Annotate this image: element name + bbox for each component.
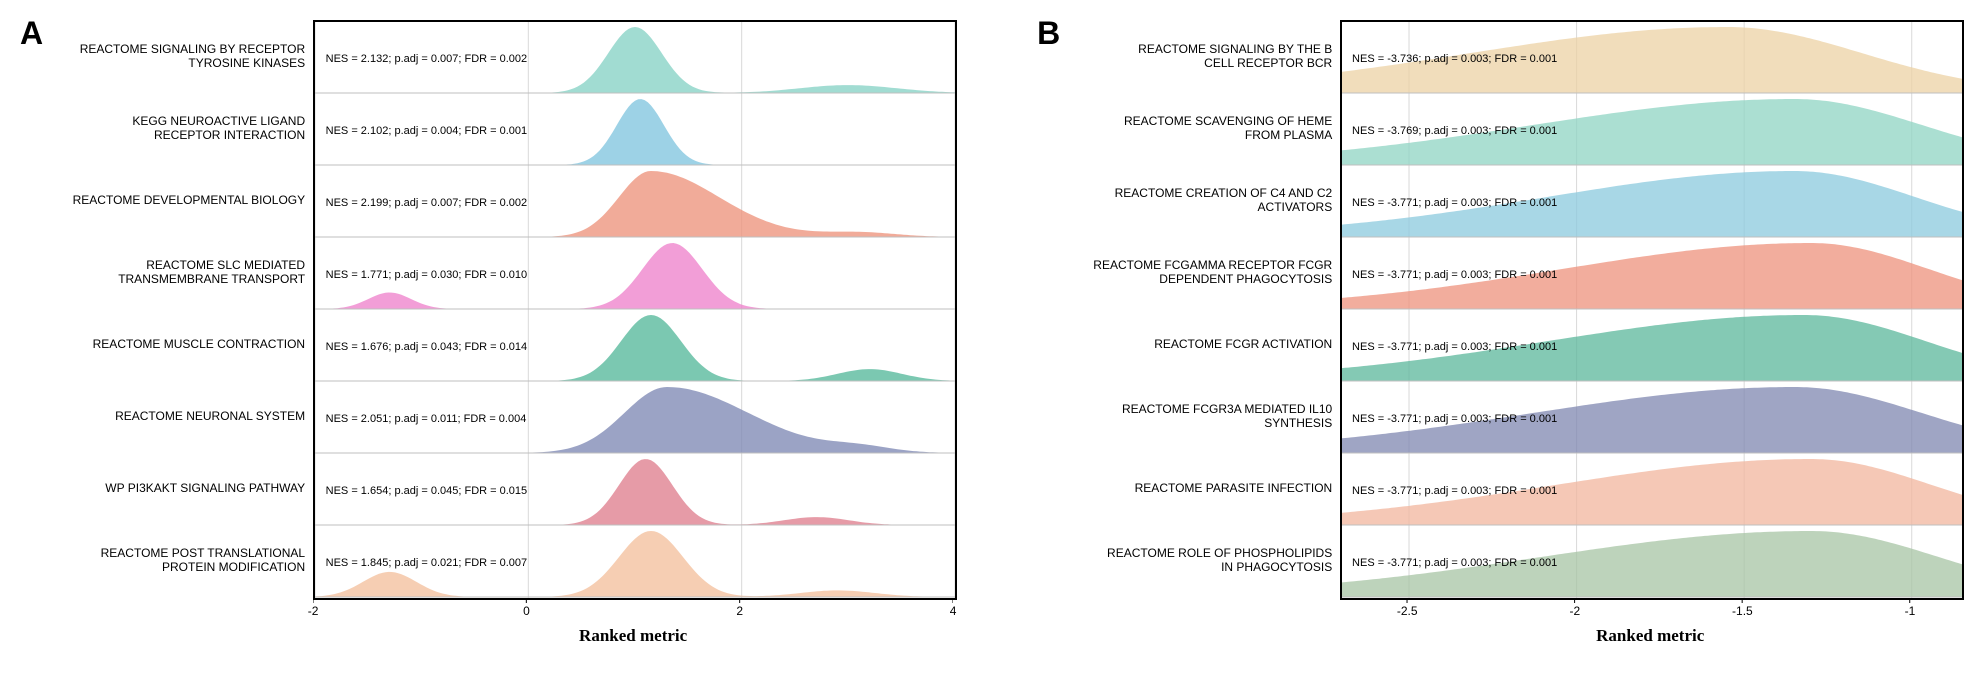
ridge-row: NES = 1.676; p.adj = 0.043; FDR = 0.014 bbox=[315, 310, 955, 382]
x-tick-label: 4 bbox=[950, 604, 957, 618]
ridge-row: NES = 2.132; p.adj = 0.007; FDR = 0.002 bbox=[315, 22, 955, 94]
ridge-row: NES = 2.199; p.adj = 0.007; FDR = 0.002 bbox=[315, 166, 955, 238]
pathway-label: WP PI3KAKT SIGNALING PATHWAY bbox=[53, 452, 313, 524]
pathway-label: REACTOME NEURONAL SYSTEM bbox=[53, 380, 313, 452]
stat-annotation: NES = 2.132; p.adj = 0.007; FDR = 0.002 bbox=[326, 53, 528, 65]
pathway-label: KEGG NEUROACTIVE LIGANDRECEPTOR INTERACT… bbox=[53, 92, 313, 164]
x-axis-title: Ranked metric bbox=[1340, 626, 1960, 646]
panel-letter: A bbox=[20, 15, 43, 52]
x-tick-label: -2 bbox=[308, 604, 319, 618]
pathway-label: REACTOME DEVELOPMENTAL BIOLOGY bbox=[53, 164, 313, 236]
stat-annotation: NES = -3.771; p.adj = 0.003; FDR = 0.001 bbox=[1352, 341, 1557, 353]
x-axis: -2024 bbox=[313, 600, 953, 622]
stat-annotation: NES = -3.771; p.adj = 0.003; FDR = 0.001 bbox=[1352, 269, 1557, 281]
stat-annotation: NES = -3.736; p.adj = 0.003; FDR = 0.001 bbox=[1352, 53, 1557, 65]
pathway-label: REACTOME FCGAMMA RECEPTOR FCGRDEPENDENT … bbox=[1070, 236, 1340, 308]
ridge-row: NES = -3.771; p.adj = 0.003; FDR = 0.001 bbox=[1342, 526, 1962, 598]
x-axis: -2.5 -2 -1.5 -1 bbox=[1340, 600, 1960, 622]
pathway-label: REACTOME MUSCLE CONTRACTION bbox=[53, 308, 313, 380]
pathway-label: REACTOME FCGR ACTIVATION bbox=[1070, 308, 1340, 380]
x-tick-label: -2 bbox=[1569, 604, 1580, 618]
x-tick-label: 0 bbox=[523, 604, 530, 618]
ridge-row: NES = 1.771; p.adj = 0.030; FDR = 0.010 bbox=[315, 238, 955, 310]
x-tick-label: -1.5 bbox=[1732, 604, 1753, 618]
pathway-label: REACTOME PARASITE INFECTION bbox=[1070, 452, 1340, 524]
pathway-label: REACTOME FCGR3A MEDIATED IL10SYNTHESIS bbox=[1070, 380, 1340, 452]
x-tick-label: -1 bbox=[1905, 604, 1916, 618]
ridge-row: NES = -3.771; p.adj = 0.003; FDR = 0.001 bbox=[1342, 382, 1962, 454]
pathway-label: REACTOME ROLE OF PHOSPHOLIPIDSIN PHAGOCY… bbox=[1070, 524, 1340, 596]
ridge-row: NES = 2.102; p.adj = 0.004; FDR = 0.001 bbox=[315, 94, 955, 166]
ridge-row: NES = -3.771; p.adj = 0.003; FDR = 0.001 bbox=[1342, 310, 1962, 382]
ridgeline-plot: NES = -3.736; p.adj = 0.003; FDR = 0.001… bbox=[1340, 20, 1964, 600]
ridge-row: NES = 1.845; p.adj = 0.021; FDR = 0.007 bbox=[315, 526, 955, 598]
x-tick-label: -2.5 bbox=[1397, 604, 1418, 618]
pathway-label: REACTOME CREATION OF C4 AND C2ACTIVATORS bbox=[1070, 164, 1340, 236]
pathway-label: REACTOME SLC MEDIATEDTRANSMEMBRANE TRANS… bbox=[53, 236, 313, 308]
stat-annotation: NES = 2.199; p.adj = 0.007; FDR = 0.002 bbox=[326, 197, 528, 209]
stat-annotation: NES = 1.845; p.adj = 0.021; FDR = 0.007 bbox=[326, 557, 528, 569]
panel-letter: B bbox=[1037, 15, 1060, 52]
ridgeline-plot: NES = 2.132; p.adj = 0.007; FDR = 0.002 N… bbox=[313, 20, 957, 600]
stat-annotation: NES = 2.102; p.adj = 0.004; FDR = 0.001 bbox=[326, 125, 528, 137]
pathway-label: REACTOME SIGNALING BY THE BCELL RECEPTOR… bbox=[1070, 20, 1340, 92]
stat-annotation: NES = 1.654; p.adj = 0.045; FDR = 0.015 bbox=[326, 485, 528, 497]
stat-annotation: NES = 2.051; p.adj = 0.011; FDR = 0.004 bbox=[326, 413, 527, 425]
stat-annotation: NES = 1.771; p.adj = 0.030; FDR = 0.010 bbox=[326, 269, 528, 281]
panel-B: BREACTOME SIGNALING BY THE BCELL RECEPTO… bbox=[1037, 20, 1964, 646]
pathway-label: REACTOME SCAVENGING OF HEMEFROM PLASMA bbox=[1070, 92, 1340, 164]
ridge-row: NES = 2.051; p.adj = 0.011; FDR = 0.004 bbox=[315, 382, 955, 454]
stat-annotation: NES = -3.769; p.adj = 0.003; FDR = 0.001 bbox=[1352, 125, 1557, 137]
stat-annotation: NES = -3.771; p.adj = 0.003; FDR = 0.001 bbox=[1352, 557, 1557, 569]
ridge-row: NES = 1.654; p.adj = 0.045; FDR = 0.015 bbox=[315, 454, 955, 526]
ridge-row: NES = -3.771; p.adj = 0.003; FDR = 0.001 bbox=[1342, 454, 1962, 526]
stat-annotation: NES = 1.676; p.adj = 0.043; FDR = 0.014 bbox=[326, 341, 528, 353]
ridge-row: NES = -3.736; p.adj = 0.003; FDR = 0.001 bbox=[1342, 22, 1962, 94]
figure-container: AREACTOME SIGNALING BY RECEPTORTYROSINE … bbox=[20, 20, 1964, 646]
pathway-label: REACTOME POST TRANSLATIONALPROTEIN MODIF… bbox=[53, 524, 313, 596]
ridge-row: NES = -3.771; p.adj = 0.003; FDR = 0.001 bbox=[1342, 238, 1962, 310]
ridge-row: NES = -3.771; p.adj = 0.003; FDR = 0.001 bbox=[1342, 166, 1962, 238]
stat-annotation: NES = -3.771; p.adj = 0.003; FDR = 0.001 bbox=[1352, 197, 1557, 209]
stat-annotation: NES = -3.771; p.adj = 0.003; FDR = 0.001 bbox=[1352, 485, 1557, 497]
x-axis-title: Ranked metric bbox=[313, 626, 953, 646]
x-tick-label: 2 bbox=[736, 604, 743, 618]
panel-A: AREACTOME SIGNALING BY RECEPTORTYROSINE … bbox=[20, 20, 957, 646]
stat-annotation: NES = -3.771; p.adj = 0.003; FDR = 0.001 bbox=[1352, 413, 1557, 425]
pathway-label: REACTOME SIGNALING BY RECEPTORTYROSINE K… bbox=[53, 20, 313, 92]
ridge-row: NES = -3.769; p.adj = 0.003; FDR = 0.001 bbox=[1342, 94, 1962, 166]
